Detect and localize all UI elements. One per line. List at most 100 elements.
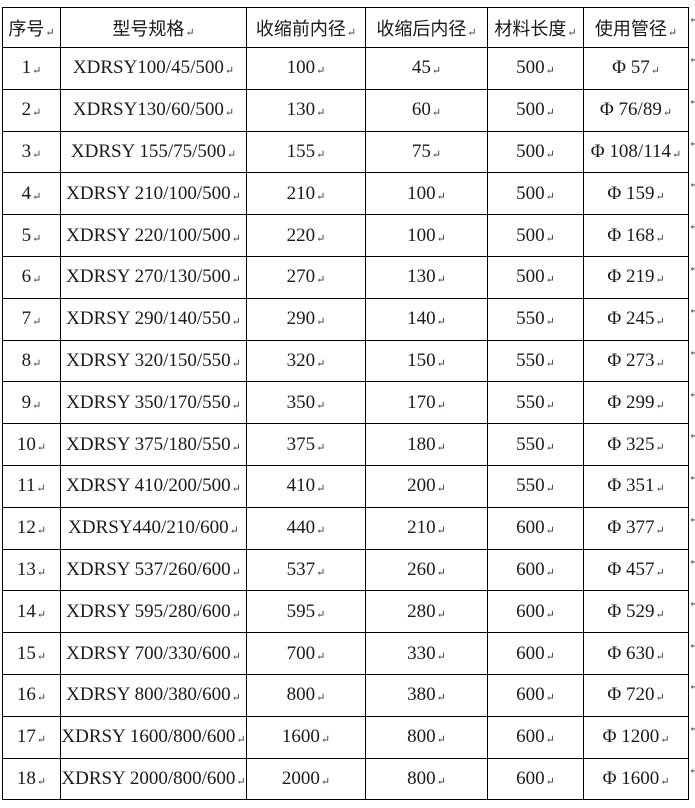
- paragraph-mark-icon: ↵: [36, 692, 47, 705]
- column-header-no: 序号↵: [2, 7, 61, 48]
- table-row: 9↵ XDRSY 350/170/550↵ 350↵ 170↵ 550↵ Φ 299↵: [2, 381, 689, 425]
- table-cell-after: 100↵: [365, 214, 488, 257]
- table-cell-after: 800↵: [365, 757, 488, 801]
- cell-value: Φ 720: [607, 684, 655, 706]
- table-cell-no: 3↵: [2, 130, 61, 174]
- cell-value: 15: [16, 642, 36, 664]
- cell-value: Φ 57: [612, 57, 650, 79]
- table-cell-no: 5↵: [2, 214, 61, 257]
- paragraph-mark-icon: ↵: [32, 316, 42, 329]
- paragraph-mark-icon: ↵: [545, 608, 555, 621]
- paragraph-mark-icon: ↵: [32, 232, 42, 245]
- paragraph-mark-icon: ↵: [436, 525, 446, 538]
- table-row: 7↵ XDRSY 290/140/550↵ 290↵ 140↵ 550↵ Φ 245↵: [2, 297, 689, 341]
- cell-value: 1: [21, 57, 32, 79]
- paragraph-mark-icon: ↵: [545, 483, 555, 496]
- table-cell-after: 800↵: [365, 715, 488, 759]
- cell-value: Φ 325: [607, 433, 655, 455]
- paragraph-mark-icon: ↵: [436, 274, 446, 287]
- paragraph-mark-icon: ↵: [316, 274, 326, 287]
- table-cell-no: 11↵: [2, 464, 61, 508]
- paragraph-mark-icon: ↵: [231, 274, 241, 287]
- table-row: 13↵ XDRSY 537/260/600↵ 537↵ 260↵ 600↵ Φ 457↵: [2, 548, 689, 592]
- paragraph-mark-icon: ↵: [316, 483, 326, 496]
- table-cell-after: 330↵: [365, 632, 488, 675]
- table-cell-before: 155↵: [246, 130, 366, 174]
- table-row: 6↵ XDRSY 270/130/500↵ 270↵ 130↵ 500↵ Φ 219↵: [2, 255, 689, 299]
- table-cell-model: XDRSY 220/100/500↵: [60, 214, 247, 257]
- table-cell-pipe: Φ 245↵: [583, 297, 689, 341]
- paragraph-mark-icon: ↵: [436, 734, 446, 747]
- cell-value: XDRSY 410/200/500: [66, 475, 231, 497]
- paragraph-mark-icon: ↵: [36, 566, 47, 579]
- table-cell-model: XDRSY 270/130/500↵: [60, 255, 247, 299]
- paragraph-mark-icon: ↵: [36, 525, 47, 538]
- paragraph-mark-icon: ↵: [32, 190, 42, 203]
- paragraph-mark-icon: ↵: [231, 441, 241, 454]
- paragraph-mark-icon: ↵: [655, 483, 665, 496]
- paragraph-mark-icon: ↵: [655, 274, 665, 287]
- table-cell-length: 600↵: [487, 757, 584, 801]
- cell-value: 500: [516, 140, 545, 162]
- table-cell-before: 270↵: [246, 255, 366, 299]
- cell-value: 2000: [281, 767, 320, 789]
- table-row: 17↵ XDRSY 1600/800/600↵ 1600↵ 800↵ 600↵ Φ 120…: [2, 715, 689, 759]
- row-end-mark-icon: ↵: [689, 261, 695, 275]
- cell-value: 270: [286, 266, 316, 288]
- row-end-mark-icon: ↵: [689, 721, 695, 735]
- paragraph-mark-icon: ↵: [672, 148, 682, 161]
- paragraph-mark-icon: ↵: [545, 65, 555, 78]
- cell-value: 5: [21, 224, 32, 246]
- table-row: 14↵ XDRSY 595/280/600↵ 595↵ 280↵ 600↵ Φ 529↵: [2, 590, 689, 634]
- paragraph-mark-icon: ↵: [316, 148, 326, 161]
- table-cell-model: XDRSY 1600/800/600↵: [60, 715, 247, 759]
- cell-value: Φ 1600: [602, 767, 660, 789]
- table-cell-pipe: Φ 351↵: [583, 464, 689, 508]
- paragraph-mark-icon: ↵: [545, 775, 555, 788]
- paragraph-mark-icon: ↵: [436, 316, 446, 329]
- table-row: 1↵ XDRSY100/45/500↵ 100↵ 45↵ 500↵ Φ 57↵: [2, 47, 689, 90]
- cell-value: 600: [516, 642, 545, 664]
- paragraph-mark-icon: ↵: [231, 357, 241, 370]
- cell-value: 220: [286, 224, 316, 246]
- cell-value: 100: [407, 224, 436, 246]
- table-row: 5↵ XDRSY 220/100/500↵ 220↵ 100↵ 500↵ Φ 168↵: [2, 214, 689, 257]
- table-row: 16↵ XDRSY 800/380/600↵ 800↵ 380↵ 600↵ Φ 720↵: [2, 673, 689, 717]
- paragraph-mark-icon: ↵: [224, 65, 235, 78]
- cell-value: Φ 529: [607, 600, 655, 622]
- row-end-mark-icon: ↵: [689, 679, 695, 693]
- table-cell-before: 1600↵: [246, 715, 366, 759]
- cell-value: 75: [411, 140, 431, 162]
- table-cell-before: 210↵: [246, 172, 366, 216]
- paragraph-mark-icon: ↵: [436, 566, 446, 579]
- cell-value: 9: [21, 391, 32, 413]
- cell-value: 500: [516, 182, 545, 204]
- table-cell-no: 6↵: [2, 255, 61, 299]
- cell-value: 550: [516, 475, 545, 497]
- table-cell-model: XDRSY 350/170/550↵: [60, 381, 247, 425]
- paragraph-mark-icon: ↵: [236, 734, 246, 747]
- paragraph-mark-icon: ↵: [545, 107, 555, 120]
- cell-value: 290: [286, 308, 316, 330]
- row-end-mark-icon: ↵: [689, 554, 695, 568]
- cell-value: 700: [286, 642, 316, 664]
- table-cell-model: XDRSY 320/150/550↵: [60, 339, 247, 383]
- cell-value: 150: [407, 349, 436, 371]
- paragraph-mark-icon: ↵: [36, 441, 47, 454]
- cell-value: 2: [21, 99, 32, 121]
- cell-value: 10: [16, 433, 36, 455]
- paragraph-mark-icon: ↵: [32, 148, 42, 161]
- paragraph-mark-icon: ↵: [32, 399, 42, 412]
- table-cell-before: 290↵: [246, 297, 366, 341]
- paragraph-mark-icon: ↵: [316, 316, 326, 329]
- table-cell-pipe: Φ 168↵: [583, 214, 689, 257]
- header-label: 收缩后内径: [376, 18, 467, 39]
- cell-value: XDRSY 320/150/550: [66, 349, 231, 371]
- header-label: 序号: [8, 18, 45, 39]
- cell-value: 17: [16, 726, 36, 748]
- row-end-mark-icon: ↵: [689, 219, 695, 233]
- table-cell-length: 500↵: [487, 47, 584, 90]
- paragraph-mark-icon: ↵: [316, 357, 326, 370]
- table-cell-no: 13↵: [2, 548, 61, 592]
- cell-value: Φ 351: [607, 475, 655, 497]
